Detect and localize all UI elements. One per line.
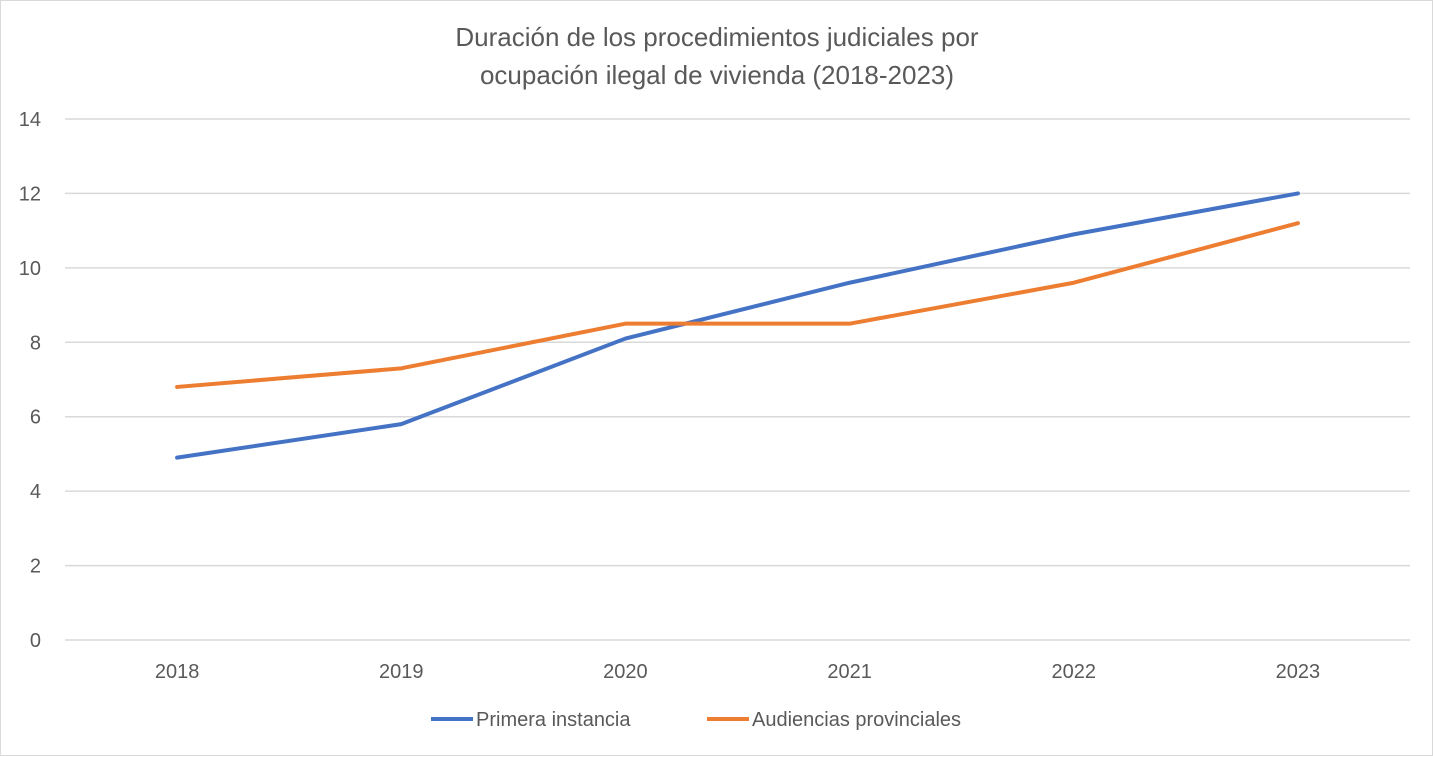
y-tick-label: 2 <box>30 556 41 578</box>
legend-label: Primera instancia <box>476 709 631 731</box>
legend-label: Audiencias provinciales <box>752 709 961 731</box>
y-tick-label: 12 <box>19 183 41 205</box>
series-line-2 <box>175 221 1300 389</box>
y-tick-label: 4 <box>30 481 41 503</box>
y-tick-label: 10 <box>19 258 41 280</box>
y-tick-label: 8 <box>30 332 41 354</box>
series-line-1 <box>175 191 1300 460</box>
y-tick-label: 14 <box>19 109 41 131</box>
x-tick-label: 2019 <box>379 661 424 683</box>
y-tick-label: 0 <box>30 630 41 652</box>
x-tick-label: 2018 <box>155 661 200 683</box>
y-tick-label: 6 <box>30 407 41 429</box>
x-tick-label: 2020 <box>603 661 648 683</box>
chart-title-line-1: Duración de los procedimientos judiciale… <box>455 22 979 52</box>
chart-title-line-2: ocupación ilegal de vivienda (2018-2023) <box>480 60 954 90</box>
x-tick-label: 2021 <box>827 661 872 683</box>
x-tick-label: 2023 <box>1276 661 1321 683</box>
x-tick-label: 2022 <box>1052 661 1097 683</box>
